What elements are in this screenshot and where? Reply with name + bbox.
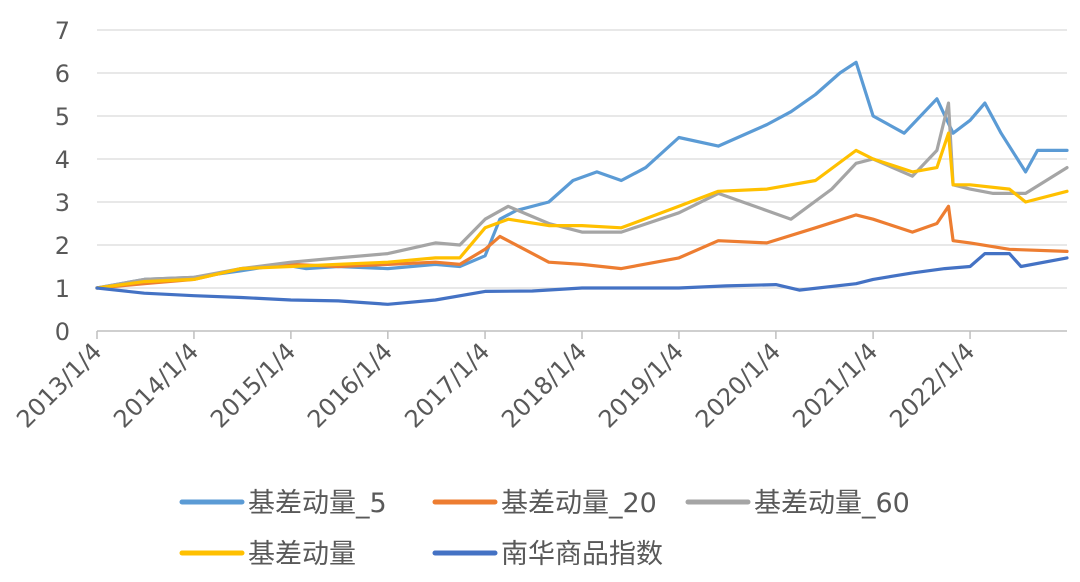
y-tick-label: 4 xyxy=(55,146,70,174)
x-tick-label: 2022/1/4 xyxy=(884,337,980,433)
legend-label: 南华商品指数 xyxy=(501,539,663,570)
x-tick-label: 2013/1/4 xyxy=(11,337,107,433)
legend-label: 基差动量_5 xyxy=(248,488,387,519)
x-axis-ticks: 2013/1/4 2014/1/4 2015/1/4 2016/1/4 2017/1/4… xyxy=(11,331,980,433)
y-tick-label: 1 xyxy=(55,275,70,303)
x-tick-label: 2014/1/4 xyxy=(108,337,204,433)
y-tick-label: 7 xyxy=(55,17,70,45)
legend-label: 基差动量_20 xyxy=(501,488,657,519)
series-line-5 xyxy=(95,252,1069,306)
series-lines xyxy=(95,60,1069,306)
series-line-3 xyxy=(95,101,1069,290)
legend-item: 基差动量_60 xyxy=(685,488,910,519)
x-tick-label: 2020/1/4 xyxy=(690,337,786,433)
legend-label: 基差动量 xyxy=(248,539,356,570)
y-axis-ticks: 0 1 2 3 4 5 6 7 xyxy=(55,17,70,346)
series-line-2 xyxy=(95,204,1069,290)
series-line-1 xyxy=(95,60,1069,290)
legend-item: 基差动量_20 xyxy=(432,488,657,519)
x-tick-label: 2015/1/4 xyxy=(205,337,301,433)
y-tick-label: 0 xyxy=(55,318,70,346)
y-tick-label: 6 xyxy=(55,60,70,88)
series-line-4 xyxy=(95,131,1069,290)
y-tick-label: 3 xyxy=(55,189,70,217)
x-tick-label: 2018/1/4 xyxy=(496,337,592,433)
grid-lines xyxy=(97,29,1067,289)
y-tick-label: 2 xyxy=(55,232,70,260)
legend-label: 基差动量_60 xyxy=(754,488,910,519)
x-tick-label: 2021/1/4 xyxy=(787,337,883,433)
x-tick-label: 2017/1/4 xyxy=(399,337,495,433)
legend: 基差动量_5 基差动量_20 基差动量_60 基差动量 南华商品指数 xyxy=(179,488,910,570)
x-tick-label: 2016/1/4 xyxy=(302,337,398,433)
legend-item: 南华商品指数 xyxy=(432,539,663,570)
legend-item: 基差动量 xyxy=(179,539,356,570)
y-tick-label: 5 xyxy=(55,103,70,131)
x-tick-label: 2019/1/4 xyxy=(593,337,689,433)
legend-item: 基差动量_5 xyxy=(179,488,387,519)
